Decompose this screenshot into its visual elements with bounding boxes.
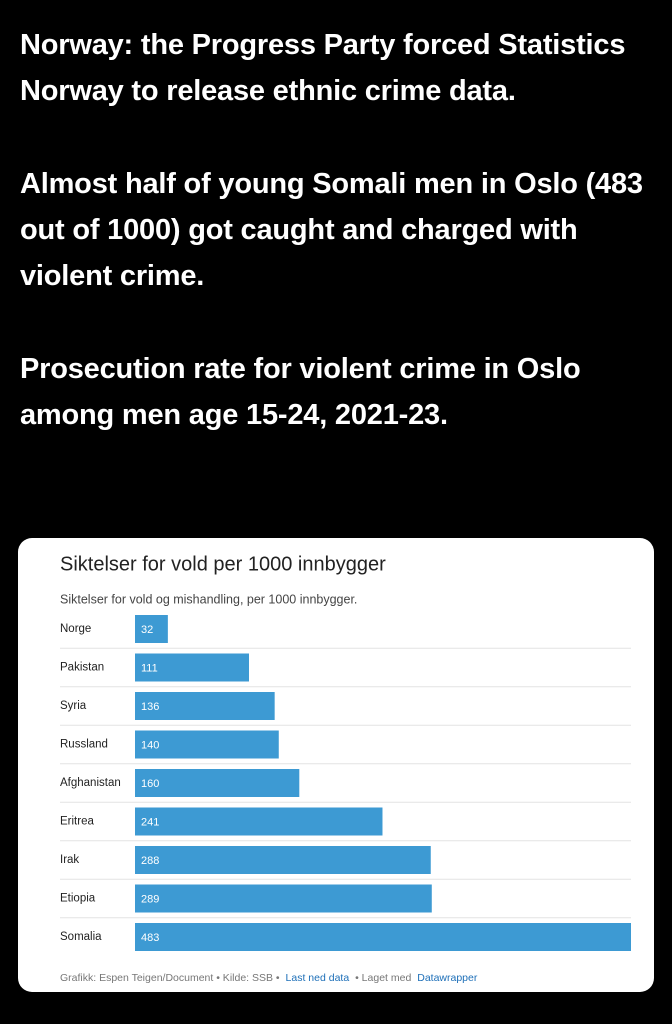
value-label: 288 [141,855,159,867]
chart-footer: Grafikk: Espen Teigen/Document • Kilde: … [60,972,478,984]
category-label: Eritrea [60,816,94,828]
category-label: Irak [60,854,79,866]
bar [135,846,431,874]
value-label: 111 [141,662,158,674]
footer-link[interactable]: Last ned data [286,972,350,984]
value-label: 483 [141,932,159,944]
footer-link[interactable]: Datawrapper [417,972,478,984]
category-label: Somalia [60,931,102,943]
paragraph: Prosecution rate for violent crime in Os… [20,353,581,431]
paragraph: Norway: the Progress Party forced Statis… [20,29,626,107]
category-label: Russland [60,739,108,751]
post-text: Norway: the Progress Party forced Statis… [20,22,650,485]
bar [135,923,631,951]
bar [135,884,432,913]
footer-credit: • Laget med [355,972,411,984]
bar [135,653,249,682]
chart-title: Siktelser for vold per 1000 innbygger [60,553,386,575]
value-label: 160 [141,778,159,790]
category-label: Afghanistan [60,777,121,789]
value-label: 32 [141,624,153,636]
paragraph: Almost half of young Somali men in Oslo … [20,168,643,292]
footer-credit: Grafikk: Espen Teigen/Document • Kilde: … [60,972,280,984]
value-label: 136 [141,701,159,713]
chart-subtitle: Siktelser for vold og mishandling, per 1… [60,592,357,606]
category-label: Pakistan [60,662,104,674]
value-label: 241 [141,816,159,828]
value-label: 140 [141,739,159,751]
chart-card: Siktelser for vold per 1000 innbygger Si… [18,538,654,992]
bar [135,807,383,836]
value-label: 289 [141,893,159,905]
category-label: Syria [60,700,87,712]
bar [135,692,275,720]
card-background [18,538,654,992]
bar [135,769,300,797]
bar [135,615,168,643]
bar [135,730,279,759]
category-label: Etiopia [60,893,96,905]
category-label: Norge [60,623,91,635]
